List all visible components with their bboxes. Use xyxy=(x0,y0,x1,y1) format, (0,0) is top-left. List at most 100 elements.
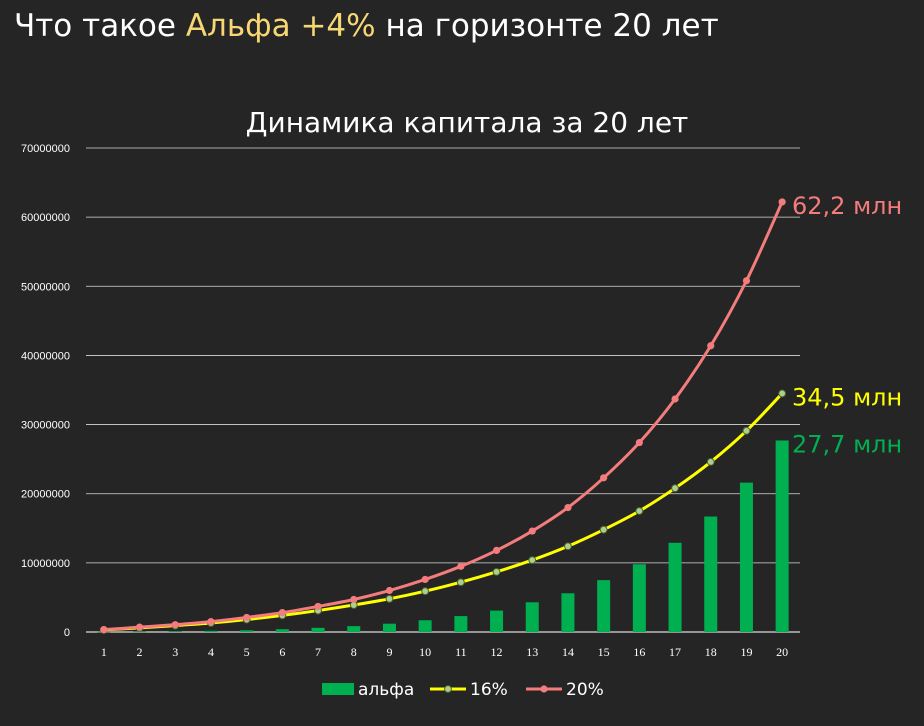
alpha-bar-5 xyxy=(240,630,254,632)
point-16pct-11 xyxy=(456,578,465,587)
headline-part-1: Что такое xyxy=(14,8,186,44)
line-20pct xyxy=(103,201,784,632)
x-tick-label-12: 12 xyxy=(491,645,503,659)
point-16pct-17 xyxy=(671,484,679,493)
alpha-bar-7 xyxy=(311,627,325,632)
y-tick-label-7: 70000000 xyxy=(21,143,70,155)
point-20pct-20 xyxy=(778,198,786,206)
x-tick-label-20: 20 xyxy=(776,645,788,659)
x-tick-label-1: 1 xyxy=(101,645,107,659)
alpha-bar-9 xyxy=(382,623,396,632)
x-tick-label-16: 16 xyxy=(633,645,645,659)
point-20pct-2 xyxy=(135,623,144,631)
point-16pct-9 xyxy=(385,594,394,603)
x-tick-label-8: 8 xyxy=(351,645,357,659)
y-tick-label-5: 50000000 xyxy=(21,281,70,293)
x-tick-label-15: 15 xyxy=(598,645,610,659)
alpha-bar-3 xyxy=(168,631,182,632)
legend-key-marker-16pct xyxy=(444,685,452,693)
y-tick-label-6: 60000000 xyxy=(21,212,70,224)
end-label-альфа: 27,7 млн xyxy=(792,430,902,458)
y-tick-label-1: 10000000 xyxy=(21,558,70,570)
x-tick-label-9: 9 xyxy=(386,645,392,659)
alpha-bar-18 xyxy=(704,516,718,632)
legend-key-альфа xyxy=(322,683,354,695)
y-tick-label-2: 20000000 xyxy=(21,489,70,501)
point-16pct-20 xyxy=(778,389,787,398)
point-20pct-8 xyxy=(350,595,358,604)
alpha-bar-4 xyxy=(204,630,218,632)
point-20pct-9 xyxy=(385,586,394,595)
alpha-bar-20 xyxy=(775,440,789,632)
x-tick-label-19: 19 xyxy=(740,645,752,659)
alpha-bar-19 xyxy=(739,482,753,632)
point-20pct-16 xyxy=(635,438,643,447)
point-20pct-7 xyxy=(314,602,322,611)
x-tick-label-18: 18 xyxy=(705,645,717,659)
point-16pct-15 xyxy=(599,525,608,534)
y-tick-label-0: 0 xyxy=(64,627,70,639)
series-20pct xyxy=(100,198,786,634)
point-20pct-19 xyxy=(742,277,751,285)
point-20pct-12 xyxy=(492,546,501,555)
point-16pct-16 xyxy=(635,507,644,515)
x-tick-label-17: 17 xyxy=(669,645,681,659)
alpha-bar-15 xyxy=(597,580,611,632)
point-16pct-19 xyxy=(742,426,751,435)
alpha-bar-11 xyxy=(454,616,468,632)
alpha-bar-2 xyxy=(133,631,147,633)
x-tick-label-13: 13 xyxy=(526,645,538,659)
chart-title: Динамика капитала за 20 лет xyxy=(246,106,689,139)
point-20pct-1 xyxy=(100,626,108,634)
point-20pct-10 xyxy=(421,575,429,584)
point-16pct-10 xyxy=(421,587,430,596)
legend: альфа 16% 20% xyxy=(322,680,604,700)
alpha-bar-12 xyxy=(490,610,504,632)
gridlines xyxy=(86,147,800,633)
legend-label-16pct: 16% xyxy=(470,680,508,700)
series-16pct xyxy=(99,389,787,634)
x-tick-label-6: 6 xyxy=(279,645,285,659)
legend-label-20pct: 20% xyxy=(566,680,604,700)
legend-key-marker-20pct xyxy=(540,685,548,693)
end-labels: 62,2 млн 34,5 млн 27,7 млн xyxy=(792,192,902,459)
x-tick-label-5: 5 xyxy=(244,645,250,659)
series-lines xyxy=(99,198,787,634)
x-tick-label-3: 3 xyxy=(172,645,178,659)
point-20pct-18 xyxy=(707,342,715,350)
point-20pct-13 xyxy=(528,527,536,535)
point-20pct-11 xyxy=(457,562,465,570)
end-label-20pct: 62,2 млн xyxy=(792,192,902,220)
y-axis-ticks: 0 10000000 20000000 30000000 40000000 5000000… xyxy=(21,143,70,639)
point-20pct-6 xyxy=(278,609,286,617)
point-20pct-5 xyxy=(243,613,251,622)
x-tick-label-2: 2 xyxy=(137,645,143,659)
y-tick-label-4: 40000000 xyxy=(21,350,70,362)
x-tick-label-11: 11 xyxy=(455,645,467,659)
x-axis-ticks: 1 2 3 4 5 6 7 8 9 10 11 12 13 14 15 16 17 18 19 20 xyxy=(101,645,788,659)
alpha-bar-17 xyxy=(668,542,682,632)
end-label-16pct: 34,5 млн xyxy=(792,383,902,411)
alpha-bar-10 xyxy=(418,620,432,632)
alpha-bars xyxy=(97,440,789,633)
alpha-bar-13 xyxy=(525,602,539,632)
point-20pct-15 xyxy=(600,474,608,482)
x-tick-label-10: 10 xyxy=(419,645,431,659)
headline-part-2: на горизонте 20 лет xyxy=(375,8,719,44)
alpha-bar-14 xyxy=(561,593,575,632)
point-20pct-3 xyxy=(171,621,179,629)
x-tick-label-7: 7 xyxy=(315,645,321,659)
alpha-bar-8 xyxy=(347,626,361,632)
alpha-bar-6 xyxy=(275,629,289,632)
point-20pct-14 xyxy=(564,503,572,512)
headline-accent: Альфа +4% xyxy=(185,8,376,44)
alpha-bar-16 xyxy=(632,564,646,632)
point-16pct-18 xyxy=(706,458,715,466)
point-20pct-17 xyxy=(671,395,679,403)
x-tick-label-14: 14 xyxy=(562,645,574,659)
point-16pct-12 xyxy=(492,567,501,576)
y-tick-label-3: 30000000 xyxy=(21,420,70,432)
point-20pct-4 xyxy=(207,618,215,626)
page-headline: Что такое Альфа +4% на горизонте 20 лет xyxy=(14,8,719,44)
